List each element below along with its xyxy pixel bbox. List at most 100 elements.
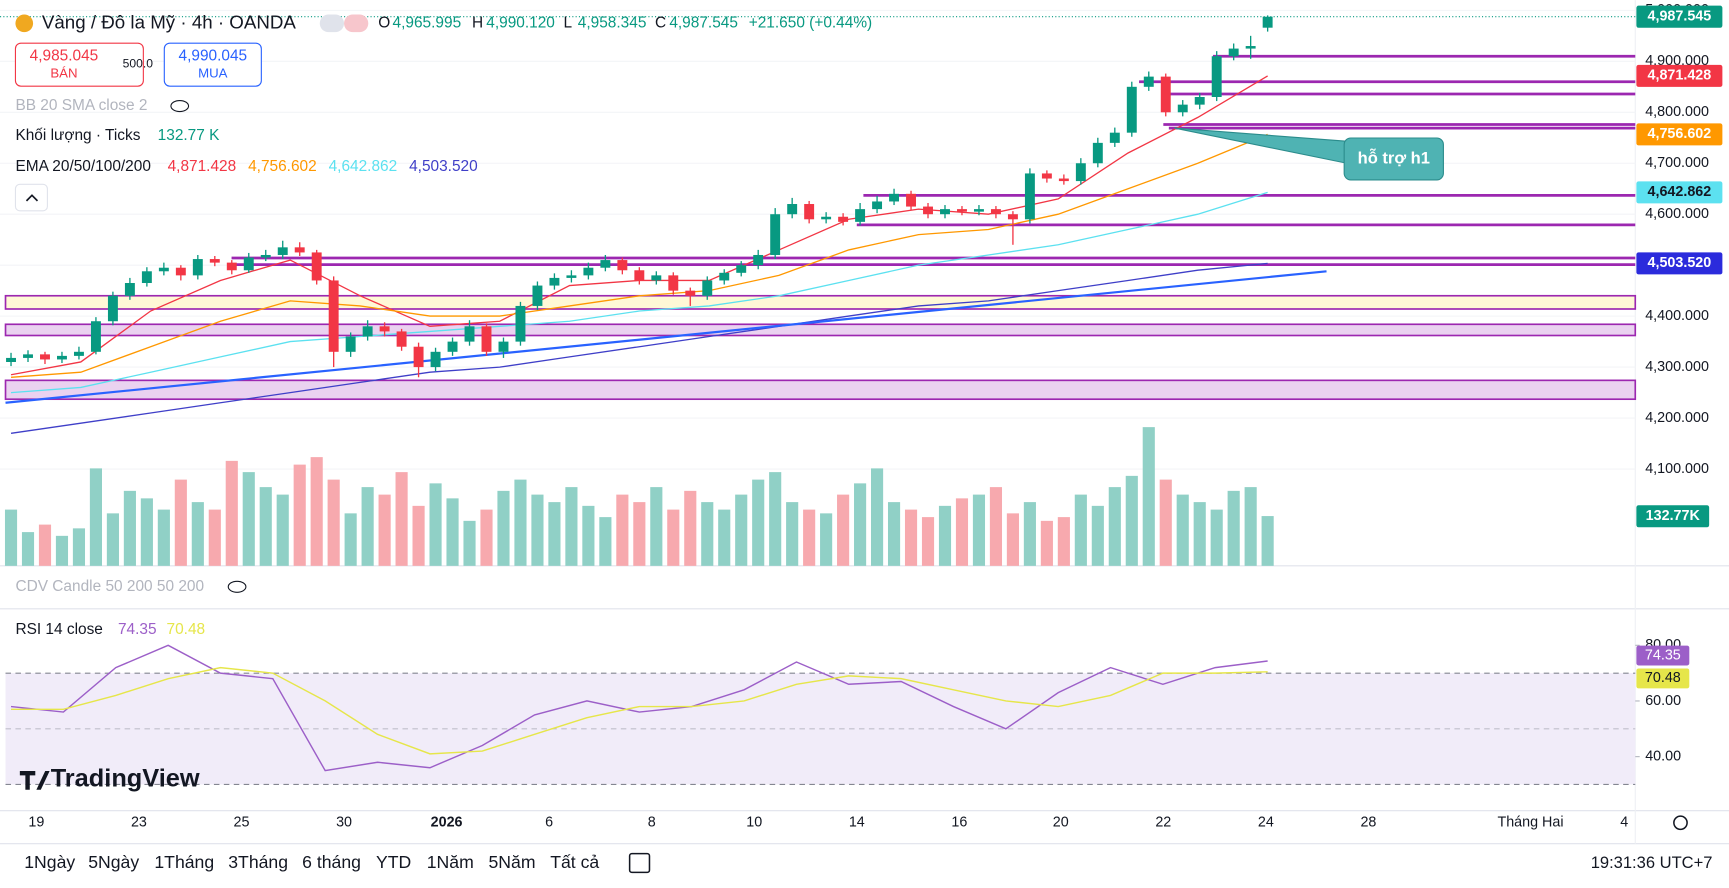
hide-icon[interactable] <box>170 99 190 113</box>
candle-body <box>430 351 441 368</box>
volume-bar <box>191 502 204 566</box>
axis-settings-icon[interactable] <box>1673 815 1688 831</box>
candle-body <box>923 206 933 215</box>
volume-bar <box>157 509 170 566</box>
volume-bar <box>904 509 918 566</box>
volume-bar <box>752 479 765 566</box>
x-tick-label: 14 <box>849 815 865 831</box>
volume-bar <box>871 468 884 566</box>
candle-body <box>1126 86 1137 133</box>
cdv-legend: CDV Candle 50 200 50 200 <box>15 578 204 595</box>
range-button[interactable]: 5Ngày <box>88 852 139 872</box>
volume-bar <box>21 532 35 566</box>
toggle-pill[interactable] <box>319 14 345 33</box>
range-button[interactable]: 1Năm <box>427 852 474 872</box>
price-label-box <box>1636 64 1723 87</box>
candle-body <box>243 257 254 271</box>
candle-body <box>6 357 16 362</box>
y-tick-label: 4,600.000 <box>1645 206 1709 222</box>
candle-body <box>770 214 781 255</box>
volume-bar <box>582 505 595 566</box>
candle-body <box>821 216 832 220</box>
rsi-line <box>11 666 1268 755</box>
candle-body <box>141 271 152 284</box>
range-button[interactable]: Tất cả <box>550 852 599 872</box>
candle-body <box>328 280 339 352</box>
volume-label-box <box>1636 505 1710 528</box>
volume-bar <box>1023 502 1036 566</box>
range-button[interactable]: 3Tháng <box>228 852 288 872</box>
volume-bar <box>497 490 510 566</box>
ohlc-value: 4,958.345 <box>578 14 647 31</box>
volume-bar <box>955 498 969 566</box>
candle-body <box>90 321 101 352</box>
y-tick-label: 4,300.000 <box>1645 359 1709 375</box>
collapse-button[interactable] <box>14 183 48 212</box>
x-tick-label: 30 <box>336 815 352 831</box>
zone <box>4 294 1637 310</box>
sell-price: 4,985.045 <box>30 47 99 64</box>
x-tick-label: 6 <box>545 815 553 831</box>
volume-bar <box>412 505 425 566</box>
ema-legend-value: 4,756.602 <box>248 158 317 175</box>
range-button[interactable]: 1Tháng <box>154 852 214 872</box>
volume-bar <box>1159 479 1172 566</box>
symbol-title: Vàng / Đô la Mỹ · 4h · OANDA <box>42 11 297 32</box>
candle-body <box>1194 96 1205 105</box>
range-button[interactable]: 6 tháng <box>302 852 361 872</box>
volume-bar <box>514 479 527 566</box>
range-button[interactable]: 5Năm <box>488 852 535 872</box>
volume-legend: Khối lượng · Ticks <box>15 127 140 144</box>
volume-bar <box>242 472 255 566</box>
hide-icon[interactable] <box>227 580 247 593</box>
candle-body <box>1092 142 1103 164</box>
ohlc-value: 4,965.995 <box>393 14 462 31</box>
volume-bar <box>293 464 306 566</box>
y-tick-label: 4,200.000 <box>1645 410 1709 426</box>
buy-button[interactable] <box>163 42 262 87</box>
price-label-box <box>1636 5 1723 28</box>
x-tick-label: 28 <box>1360 815 1376 831</box>
x-tick-label: 25 <box>234 815 250 831</box>
volume-bar <box>395 472 408 566</box>
range-button[interactable]: YTD <box>376 852 411 872</box>
candle-body <box>617 260 628 271</box>
candle-body <box>57 355 67 360</box>
candle-body <box>651 275 662 281</box>
date-range-icon[interactable] <box>628 852 651 874</box>
volume-bar <box>735 494 748 566</box>
volume-bar <box>972 494 986 566</box>
candle-body <box>345 336 356 352</box>
volume-bar <box>718 509 731 566</box>
x-tick-label: Tháng Hai <box>1497 815 1563 831</box>
volume-bar <box>463 520 476 566</box>
candle-body <box>804 204 815 220</box>
volume-bar <box>1006 513 1019 566</box>
x-tick-label: 24 <box>1258 815 1274 831</box>
candle-body <box>464 326 475 342</box>
bb-legend: BB 20 SMA close 2 <box>15 97 147 114</box>
volume-bar <box>106 513 119 566</box>
candle-body <box>736 265 747 273</box>
rsi-value-label: 74.35 <box>1645 647 1681 663</box>
candle-body <box>277 247 288 255</box>
clock: 19:31:36 UTC+7 <box>1591 853 1713 872</box>
volume-bar <box>1091 505 1104 566</box>
candle-body <box>515 305 526 342</box>
sell-button[interactable] <box>14 42 144 87</box>
volume-bar <box>1125 475 1138 566</box>
buy-label: MUA <box>198 66 228 81</box>
x-tick-label: 10 <box>746 815 762 831</box>
callout-box <box>1343 137 1444 181</box>
candle-body <box>990 209 1001 215</box>
candle-body <box>549 277 560 286</box>
volume-bar <box>1108 487 1121 566</box>
rsi-band <box>5 673 1636 785</box>
volume-legend-value: 132.77 K <box>158 127 220 144</box>
range-button[interactable]: 1Ngày <box>24 852 75 872</box>
ohlc-key: O <box>378 14 390 31</box>
toggle-pill[interactable] <box>344 14 369 33</box>
ohlc-key: L <box>563 14 572 31</box>
candle-body <box>1024 173 1035 220</box>
